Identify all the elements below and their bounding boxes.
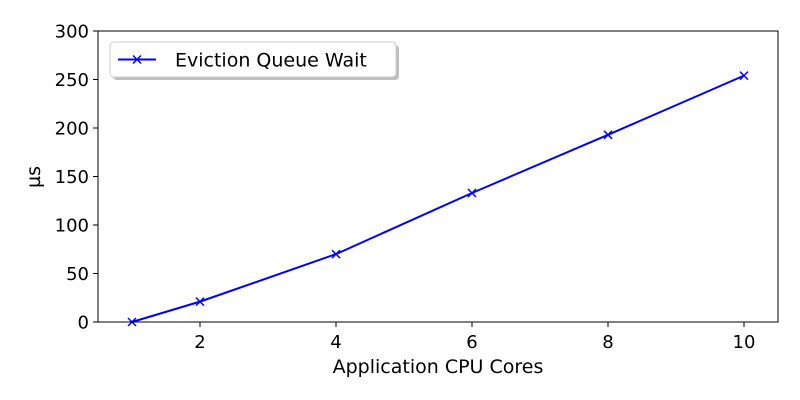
legend-marker	[132, 54, 142, 65]
x-tick-label: 10	[733, 332, 756, 353]
y-tick-label: 0	[78, 313, 89, 334]
data-point	[467, 188, 477, 198]
x-axis-label: Application CPU Cores	[333, 356, 544, 378]
legend: Eviction Queue Wait	[109, 41, 399, 80]
y-tick-label: 100	[55, 216, 89, 237]
x-tick-label: 8	[602, 332, 613, 353]
x-tick-label: 6	[466, 332, 477, 353]
y-tick-label: 300	[55, 22, 89, 43]
legend-label: Eviction Queue Wait	[175, 50, 367, 72]
plot-area	[127, 71, 749, 327]
x-tick-label: 4	[330, 332, 341, 353]
data-point	[195, 297, 205, 307]
y-tick-label: 250	[55, 70, 89, 91]
y-tick-label: 150	[55, 167, 89, 188]
x-tick-label: 2	[194, 332, 205, 353]
y-axis-label: µs	[23, 166, 45, 188]
data-point	[603, 130, 613, 140]
data-point	[331, 249, 341, 259]
data-point	[739, 71, 749, 81]
y-tick-label: 200	[55, 119, 89, 140]
series-line-0	[131, 74, 745, 323]
legend-box	[109, 41, 397, 78]
y-tick-label: 50	[66, 264, 89, 285]
